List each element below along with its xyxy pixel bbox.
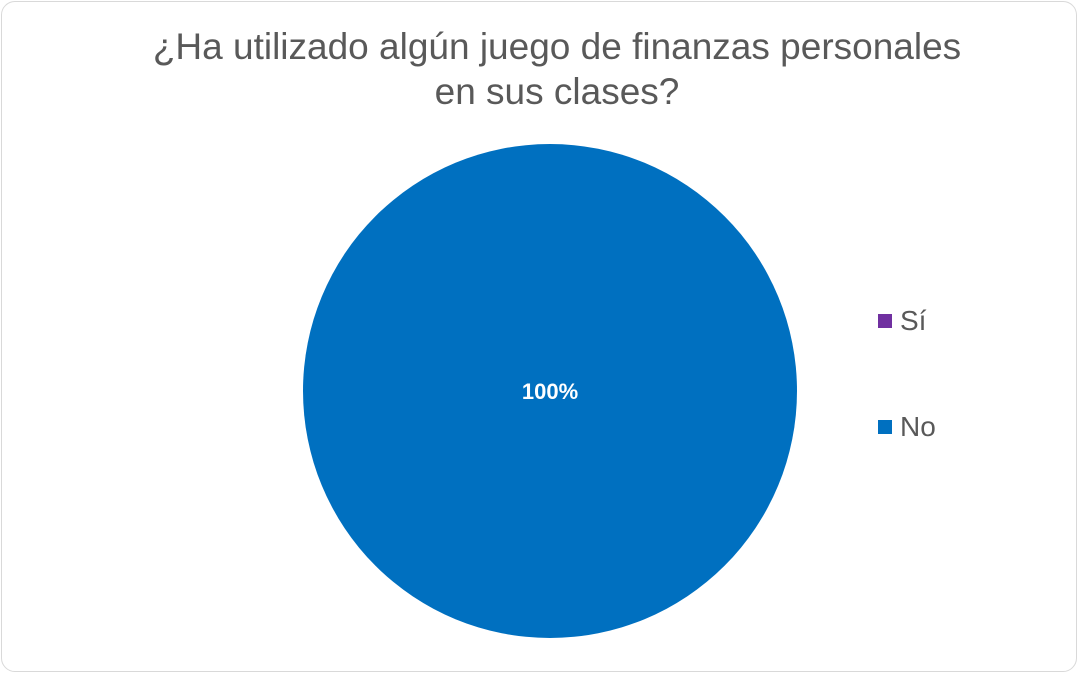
- chart-title-line-2: en sus clases?: [434, 71, 680, 112]
- chart-title: ¿Ha utilizado algún juego de finanzas pe…: [2, 24, 1080, 114]
- legend-item-s-: Sí: [878, 302, 936, 340]
- legend-swatch-s-: [878, 314, 892, 328]
- chart-title-line-1: ¿Ha utilizado algún juego de finanzas pe…: [152, 26, 962, 67]
- legend-swatch-no: [878, 420, 892, 434]
- legend-item-no: No: [878, 408, 936, 446]
- pie-slice-no: [303, 144, 797, 638]
- legend-label-no: No: [900, 411, 936, 442]
- legend-label-s-: Sí: [900, 305, 927, 336]
- legend: Sí No: [878, 302, 936, 514]
- data-label-no: 100%: [522, 379, 578, 404]
